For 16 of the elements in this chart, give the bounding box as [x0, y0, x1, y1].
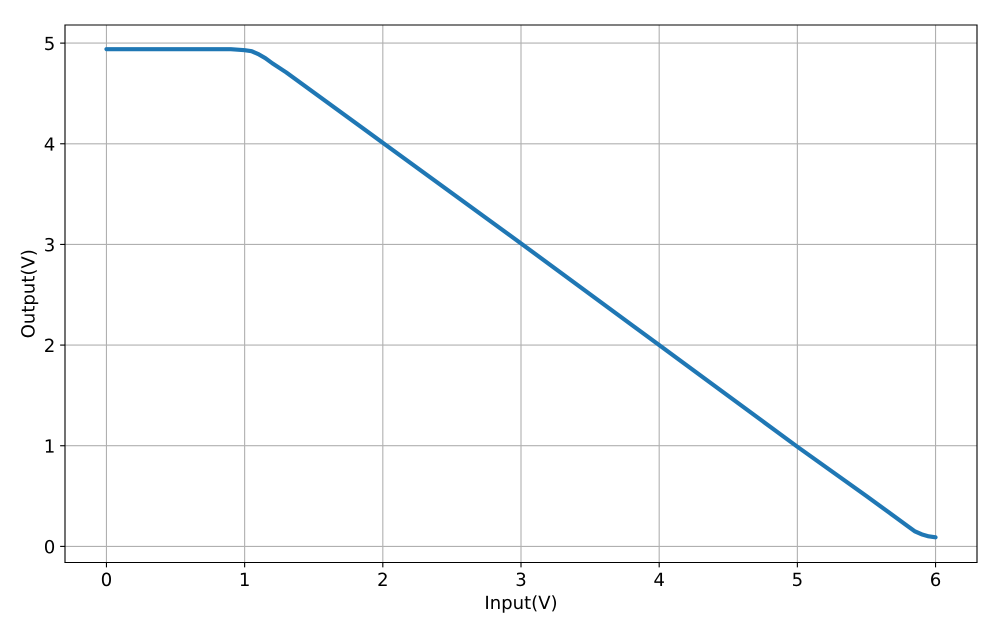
y-tick-label: 5 [45, 36, 54, 50]
x-axis-title: Input(V) [486, 595, 556, 613]
y-tick-label: 2 [45, 338, 54, 352]
x-tick-label: 3 [516, 572, 526, 586]
x-tick-label: 0 [102, 572, 111, 586]
y-tick-label: 1 [46, 439, 54, 453]
x-tick-label: 2 [378, 572, 387, 586]
x-tick-label: 1 [240, 572, 249, 586]
x-tick-label: 5 [793, 572, 802, 586]
line-series [104, 47, 938, 540]
y-tick-label: 3 [45, 238, 54, 252]
x-tick-label: 6 [931, 572, 940, 586]
y-axis-title: Output(V) [20, 250, 38, 338]
y-tick-label: 0 [44, 540, 54, 554]
x-tick-label: 4 [654, 572, 664, 586]
y-tick-label: 4 [44, 137, 54, 151]
